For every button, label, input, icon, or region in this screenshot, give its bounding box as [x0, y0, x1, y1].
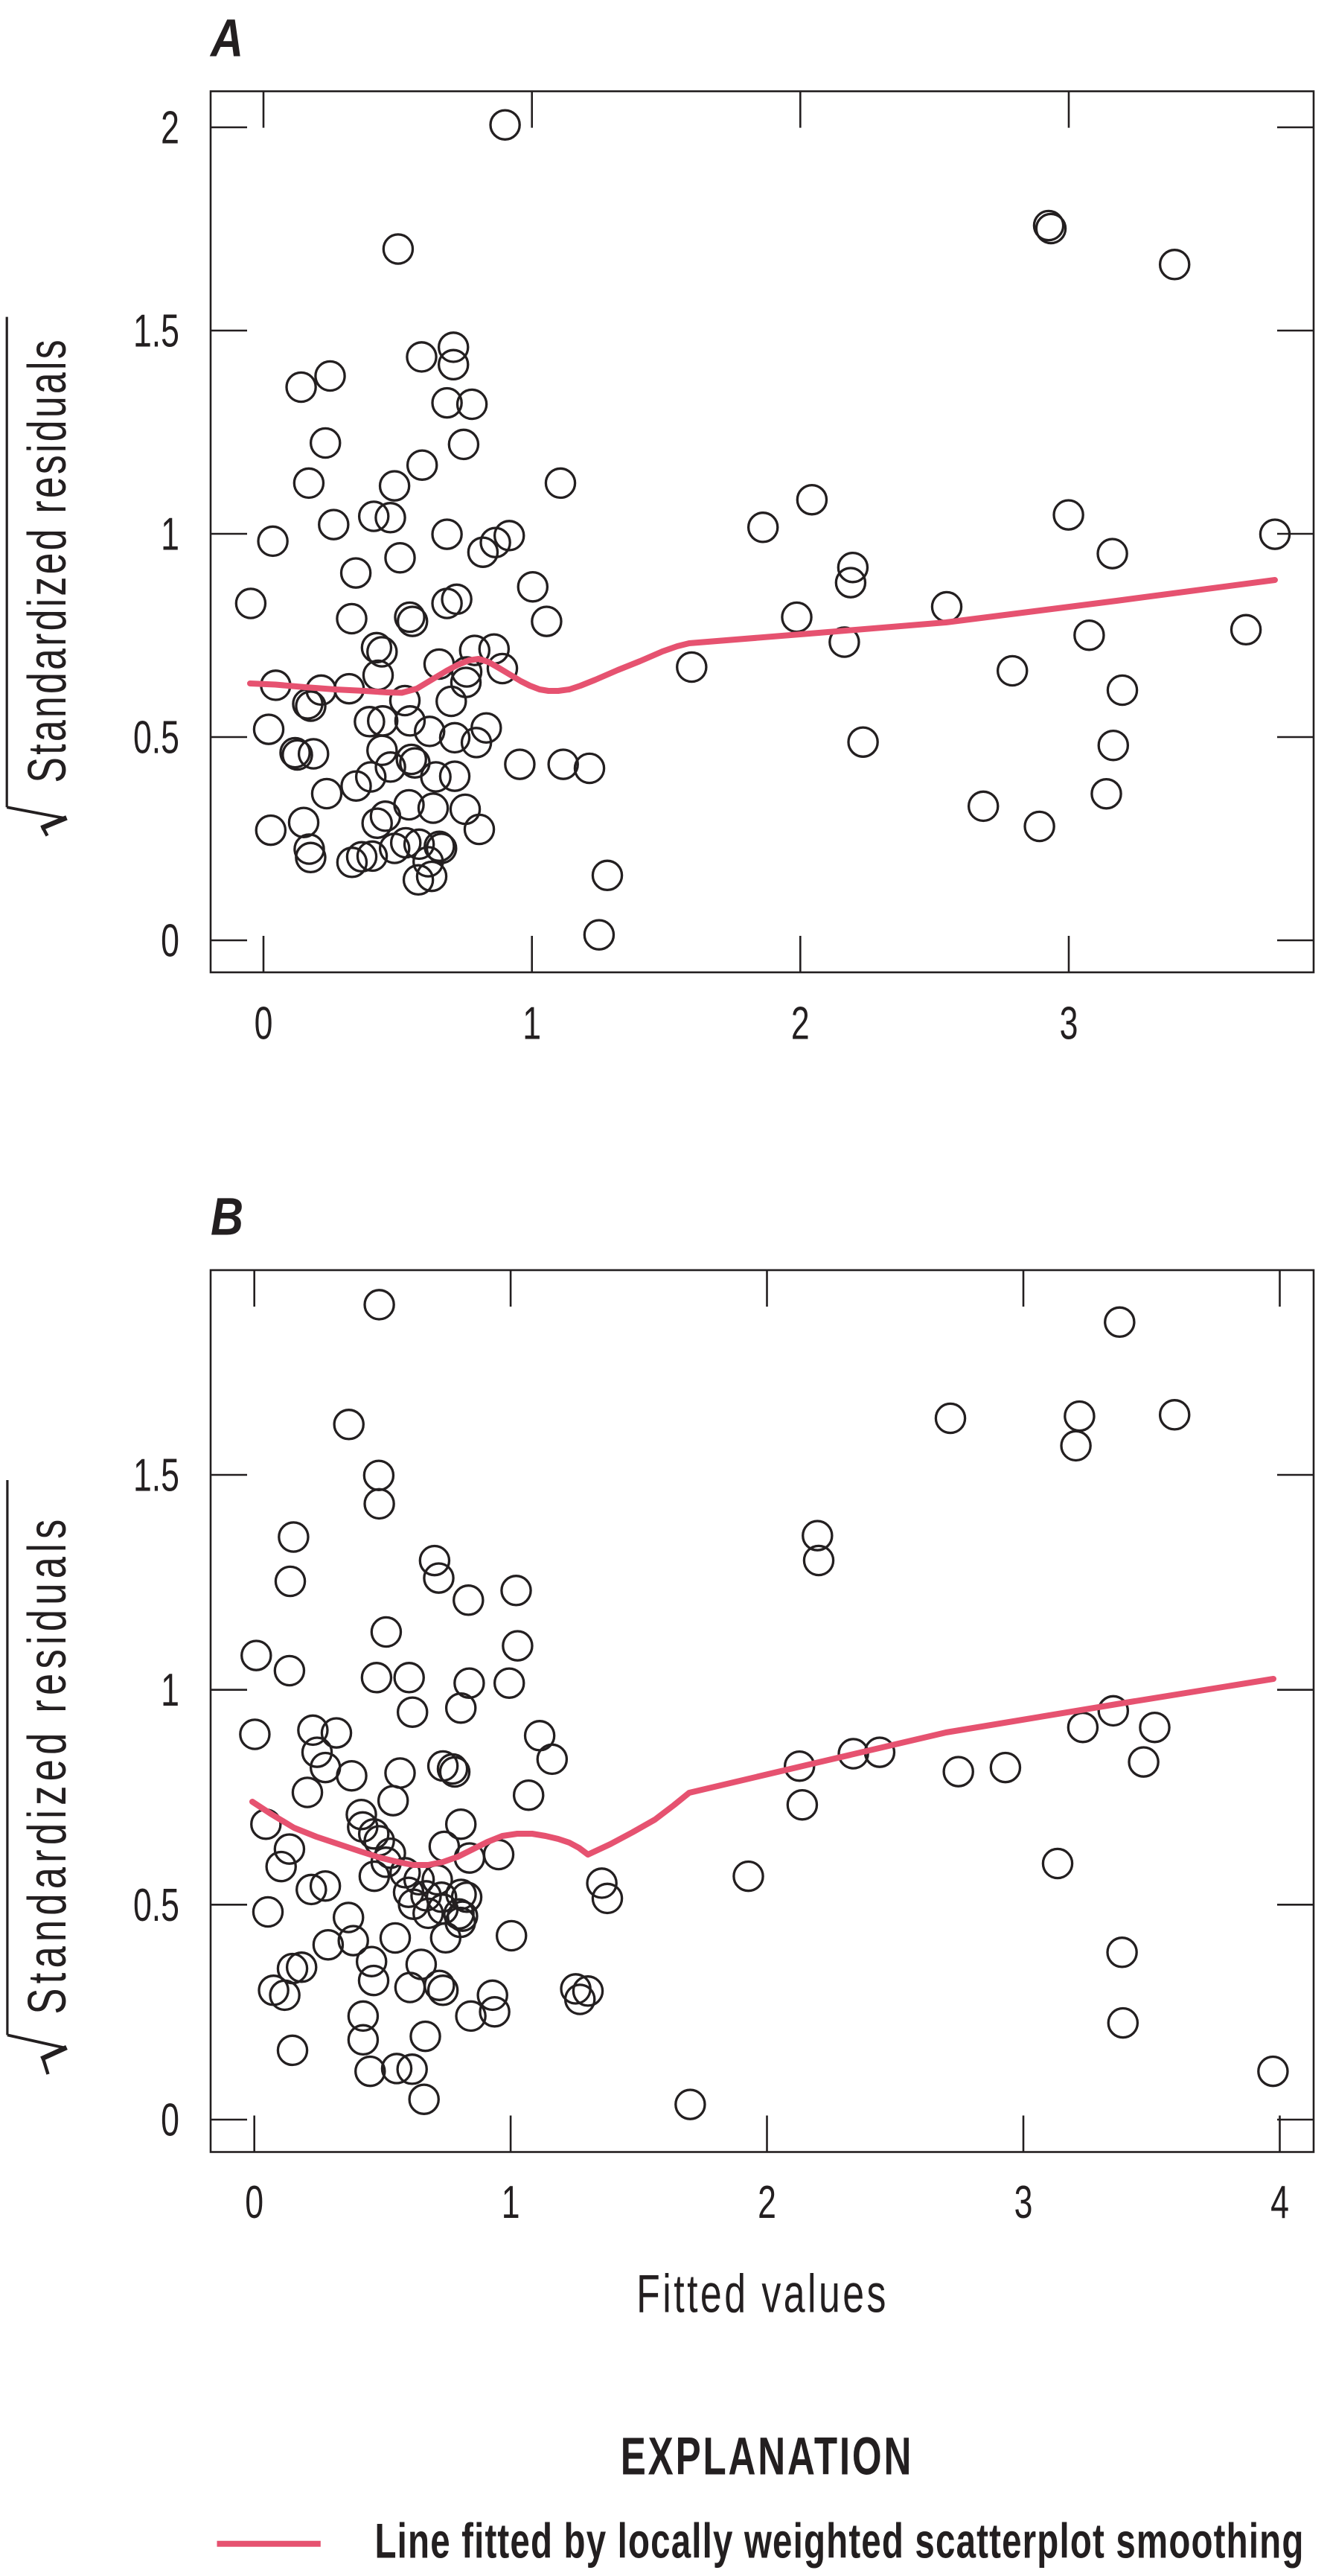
svg-text:Line fitted by locally weighte: Line fitted by locally weighted scatterp…	[375, 2514, 1305, 2569]
svg-text:1.5: 1.5	[133, 1450, 179, 1501]
svg-text:0: 0	[245, 2177, 263, 2228]
svg-text:0.5: 0.5	[133, 1880, 179, 1931]
svg-text:4: 4	[1270, 2177, 1289, 2228]
svg-text:1: 1	[161, 508, 179, 560]
svg-text:2: 2	[791, 998, 810, 1049]
svg-text:Standardized residuals: Standardized residuals	[18, 337, 77, 783]
svg-text:EXPLANATION: EXPLANATION	[621, 2428, 913, 2487]
svg-text:A: A	[209, 9, 243, 68]
svg-text:2: 2	[161, 102, 179, 153]
svg-text:3: 3	[1060, 998, 1078, 1049]
svg-text:1: 1	[161, 1665, 179, 1716]
svg-text:1.5: 1.5	[133, 305, 179, 357]
svg-text:1: 1	[502, 2177, 520, 2228]
svg-text:2: 2	[758, 2177, 776, 2228]
svg-text:Fitted values: Fitted values	[636, 2264, 889, 2324]
svg-text:0: 0	[255, 998, 273, 1049]
svg-text:0: 0	[161, 2094, 179, 2146]
svg-text:0: 0	[161, 915, 179, 966]
svg-text:3: 3	[1014, 2177, 1033, 2228]
svg-text:B: B	[211, 1187, 243, 1246]
svg-text:0.5: 0.5	[133, 712, 179, 763]
svg-text:1: 1	[522, 998, 541, 1049]
svg-text:Standardized residuals: Standardized residuals	[18, 1515, 77, 2015]
